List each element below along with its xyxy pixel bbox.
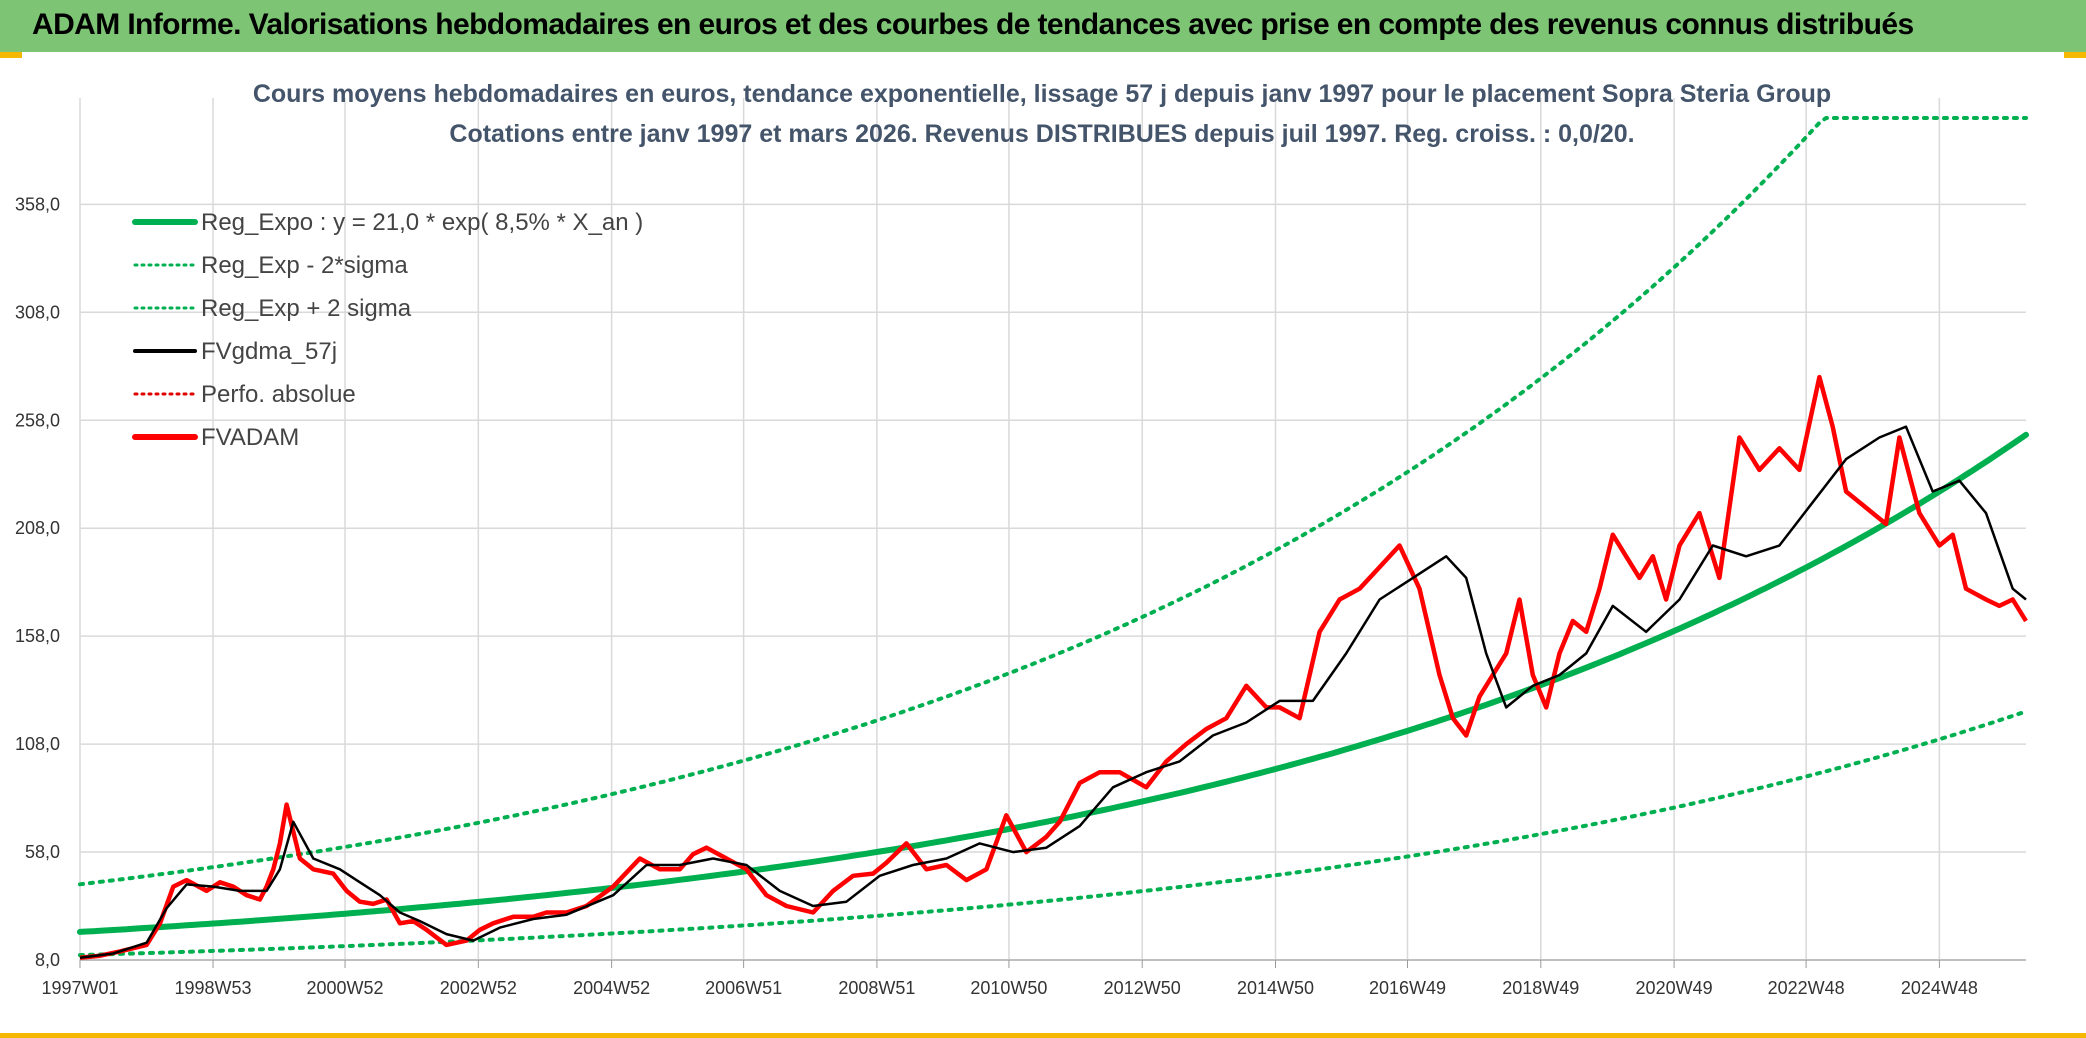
x-tick-label: 2024W48 [1901, 978, 1978, 998]
x-tick-label: 2004W52 [573, 978, 650, 998]
x-tick-label: 2002W52 [440, 978, 517, 998]
x-tick-label: 2006W51 [705, 978, 782, 998]
legend-label: FVgdma_57j [201, 338, 337, 365]
chart-subtitle: Cotations entre janv 1997 et mars 2026. … [449, 120, 1634, 148]
x-tick-label: 2012W50 [1104, 978, 1181, 998]
bottom-border [0, 1033, 2086, 1038]
series-fvadam [79, 374, 2028, 961]
x-tick-label: 2010W50 [970, 978, 1047, 998]
x-axis: 1997W01 1998W53 2000W52 2002W52 2004W52 2006W… [41, 960, 1978, 998]
chart-grid [79, 98, 2026, 961]
series-reg-exp-2-sigma [78, 116, 2028, 887]
y-tick-label: 108,0 [15, 734, 60, 754]
x-tick-label: 2014W50 [1237, 978, 1314, 998]
x-tick-label: 1998W53 [175, 978, 252, 998]
chart-legend: Reg_Expo : y = 21,0 * exp( 8,5% * X_an )… [132, 209, 643, 451]
series-reg-exp-2-sigma [78, 709, 2028, 958]
legend-label: Reg_Exp + 2 sigma [201, 295, 412, 322]
legend-label: FVADAM [201, 424, 299, 451]
x-tick-label: 2016W49 [1369, 978, 1446, 998]
chart-series [77, 116, 2029, 961]
x-tick-label: 2000W52 [307, 978, 384, 998]
line-chart: Cours moyens hebdomadaires en euros, ten… [15, 80, 2029, 998]
x-tick-label: 2020W49 [1636, 978, 1713, 998]
y-tick-label: 158,0 [15, 626, 60, 646]
y-tick-label: 8,0 [35, 950, 60, 970]
x-tick-label: 2008W51 [838, 978, 915, 998]
header-accent-right [2064, 52, 2086, 58]
legend-label: Perfo. absolue [201, 381, 356, 408]
report-title: ADAM Informe. Valorisations hebdomadaire… [32, 8, 1914, 41]
y-tick-label: 358,0 [15, 194, 60, 214]
x-tick-label: 2018W49 [1502, 978, 1579, 998]
y-tick-label: 208,0 [15, 518, 60, 538]
legend-label: Reg_Exp - 2*sigma [201, 252, 408, 279]
x-tick-label: 1997W01 [41, 978, 118, 998]
y-tick-label: 58,0 [25, 842, 60, 862]
legend-label: Reg_Expo : y = 21,0 * exp( 8,5% * X_an ) [201, 209, 643, 236]
series-fvgdma-57j [79, 425, 2027, 960]
y-axis: 8,0 58,0 108,0 158,0 208,0 258,0 308,0 358,0 [15, 194, 60, 970]
chart-title: Cours moyens hebdomadaires en euros, ten… [253, 80, 1831, 108]
x-tick-label: 2022W48 [1768, 978, 1845, 998]
header-accent-left [0, 52, 22, 58]
series-reg-expo [77, 431, 2029, 935]
header-bar: ADAM Informe. Valorisations hebdomadaire… [0, 0, 2086, 52]
y-tick-label: 308,0 [15, 302, 60, 322]
y-tick-label: 258,0 [15, 410, 60, 430]
